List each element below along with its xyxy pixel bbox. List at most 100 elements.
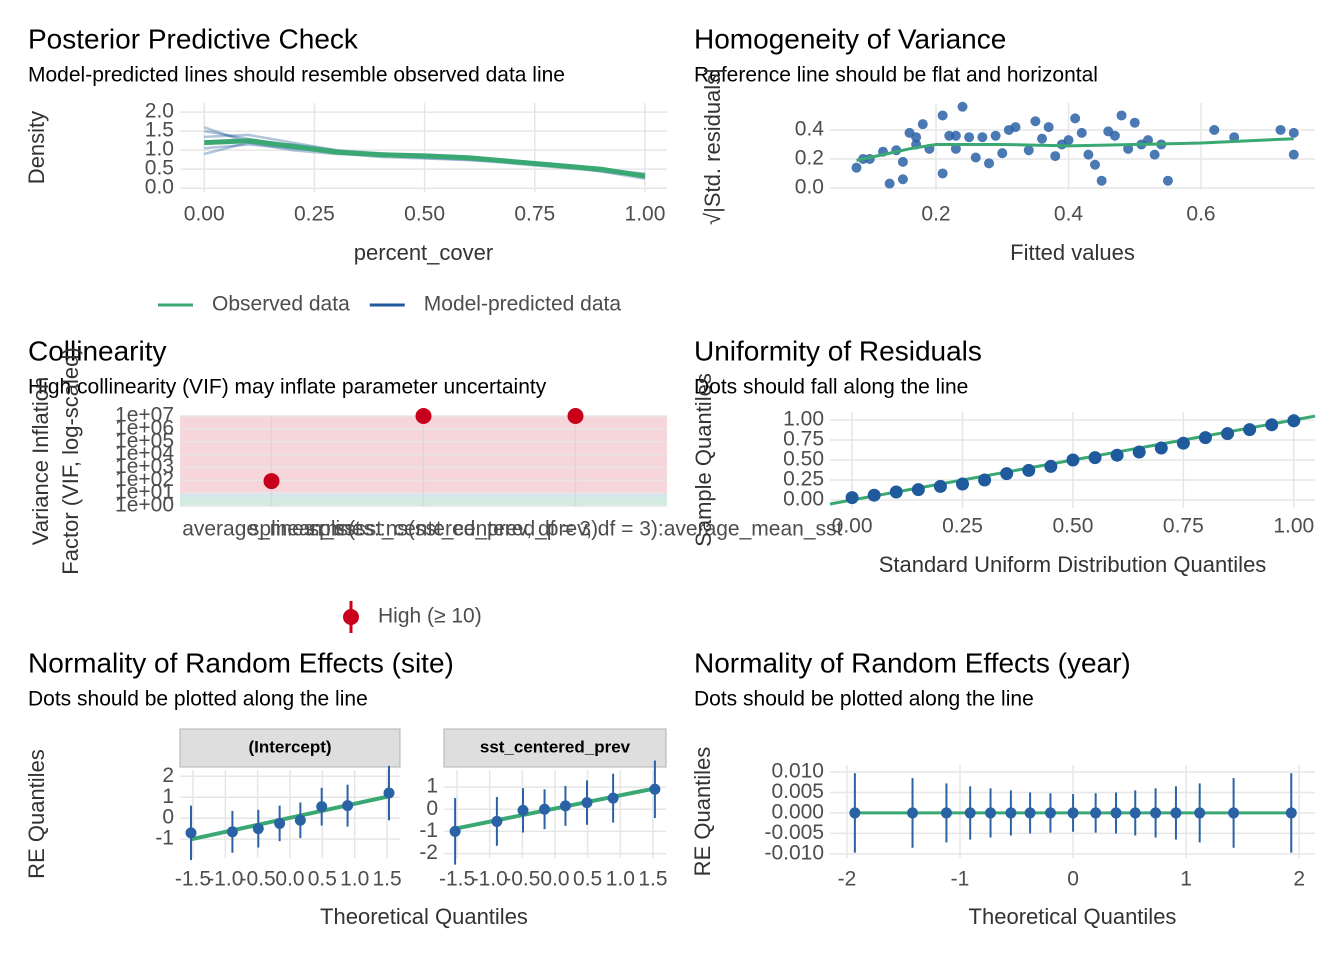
point xyxy=(1090,807,1102,819)
x-tick-label: 0.50 xyxy=(1053,515,1094,538)
point xyxy=(964,132,975,143)
point xyxy=(185,827,197,839)
point xyxy=(1275,124,1286,135)
point xyxy=(1162,175,1173,186)
observed-line xyxy=(204,138,646,179)
x-tick-label: -1.0 xyxy=(472,868,508,891)
x-tick-label: -1.5 xyxy=(439,868,475,891)
panel-title: Uniformity of Residuals xyxy=(694,335,982,366)
point xyxy=(294,814,306,826)
fit-line xyxy=(454,786,656,831)
x-tick-label: 0.50 xyxy=(404,203,445,226)
point xyxy=(1076,127,1087,138)
point xyxy=(970,152,981,163)
x-tick-label: 1.5 xyxy=(372,868,401,891)
point xyxy=(1037,133,1048,144)
point xyxy=(1005,807,1017,819)
point xyxy=(884,178,895,189)
y-tick-label: 1.5 xyxy=(145,119,174,142)
y-tick-label: 2 xyxy=(162,764,174,787)
panel-title: Normality of Random Effects (site) xyxy=(28,647,454,678)
y-tick-label: 0.00 xyxy=(783,488,824,511)
y-tick-label: -0.010 xyxy=(764,841,824,864)
panel-subtitle: Dots should fall along the line xyxy=(694,376,968,399)
y-tick-label: 0.25 xyxy=(783,468,824,491)
y-tick-label: 1e+07 xyxy=(115,404,174,427)
point xyxy=(1288,149,1299,160)
x-tick-label: 0.2 xyxy=(921,203,950,226)
panel-subtitle: Dots should be plotted along the line xyxy=(28,688,368,711)
point xyxy=(956,477,970,491)
point xyxy=(1088,451,1102,465)
point xyxy=(1066,453,1080,467)
point xyxy=(851,162,862,173)
point xyxy=(1132,445,1146,459)
point xyxy=(907,807,919,819)
point xyxy=(252,823,264,835)
facet-label: (Intercept) xyxy=(248,737,331,756)
x-tick-label: splines::ns(sst_centered_prev, df = 3) xyxy=(249,518,598,541)
x-tick-label: 0.5 xyxy=(308,868,337,891)
point xyxy=(1143,135,1154,146)
x-tick-label: -0.5 xyxy=(240,868,276,891)
y-tick-label: 0.5 xyxy=(145,157,174,180)
y-tick-label: 0.2 xyxy=(795,147,824,170)
point xyxy=(1116,110,1127,121)
y-tick-label: 1e+01 xyxy=(115,481,174,504)
y-tick-label: 1e+05 xyxy=(115,429,174,452)
x-tick-label: 1.5 xyxy=(638,868,667,891)
y-tick-label: -1 xyxy=(155,827,174,850)
point xyxy=(1154,441,1168,455)
point xyxy=(1010,122,1021,133)
x-tick-label: 0.6 xyxy=(1186,203,1215,226)
point xyxy=(559,800,571,812)
point xyxy=(1265,418,1279,432)
point xyxy=(1176,436,1190,450)
y-axis-title: RE Quantiles xyxy=(24,749,49,879)
point xyxy=(1044,459,1058,473)
legend-key xyxy=(343,609,359,625)
x-tick-label: 0.0 xyxy=(540,868,569,891)
y-axis-title: Variance Inflation xyxy=(28,377,53,545)
y-tick-label: 1 xyxy=(426,775,438,798)
point xyxy=(316,801,328,813)
point xyxy=(1285,807,1297,819)
point xyxy=(889,485,903,499)
y-tick-label: -1 xyxy=(419,819,438,842)
point xyxy=(1228,807,1240,819)
x-tick-label: -1 xyxy=(951,868,970,891)
point xyxy=(950,130,961,141)
point xyxy=(1090,159,1101,170)
y-tick-label: -0.005 xyxy=(764,821,824,844)
legend-label: Model-predicted data xyxy=(424,293,622,316)
y-tick-label: 1 xyxy=(162,785,174,808)
y-tick-label: 1e+04 xyxy=(115,442,174,465)
point xyxy=(539,803,551,815)
point xyxy=(845,491,859,505)
y-axis-title: √|Std. residuals| xyxy=(700,68,725,225)
x-tick-label: -1.0 xyxy=(207,868,243,891)
point xyxy=(984,158,995,169)
x-tick-label: 0.75 xyxy=(514,203,555,226)
point xyxy=(985,807,997,819)
panel-title: Posterior Predictive Check xyxy=(28,23,359,54)
point xyxy=(1110,448,1124,462)
x-tick-label: 1.0 xyxy=(340,868,369,891)
x-axis-title: Theoretical Quantiles xyxy=(969,904,1177,929)
point xyxy=(607,792,619,804)
point xyxy=(1096,175,1107,186)
point xyxy=(964,807,976,819)
y-tick-label: 0.005 xyxy=(771,780,824,803)
y-tick-label: 1e+02 xyxy=(115,468,174,491)
point xyxy=(897,174,908,185)
point xyxy=(1288,127,1299,138)
point xyxy=(1030,116,1041,127)
x-tick-label: 0.75 xyxy=(1163,515,1204,538)
x-tick-label: 0.4 xyxy=(1054,203,1084,226)
point xyxy=(1067,807,1079,819)
vif-point xyxy=(415,408,432,424)
point xyxy=(1221,427,1235,441)
y-tick-label: 0.0 xyxy=(795,176,824,199)
x-tick-label: 1 xyxy=(1180,868,1192,891)
